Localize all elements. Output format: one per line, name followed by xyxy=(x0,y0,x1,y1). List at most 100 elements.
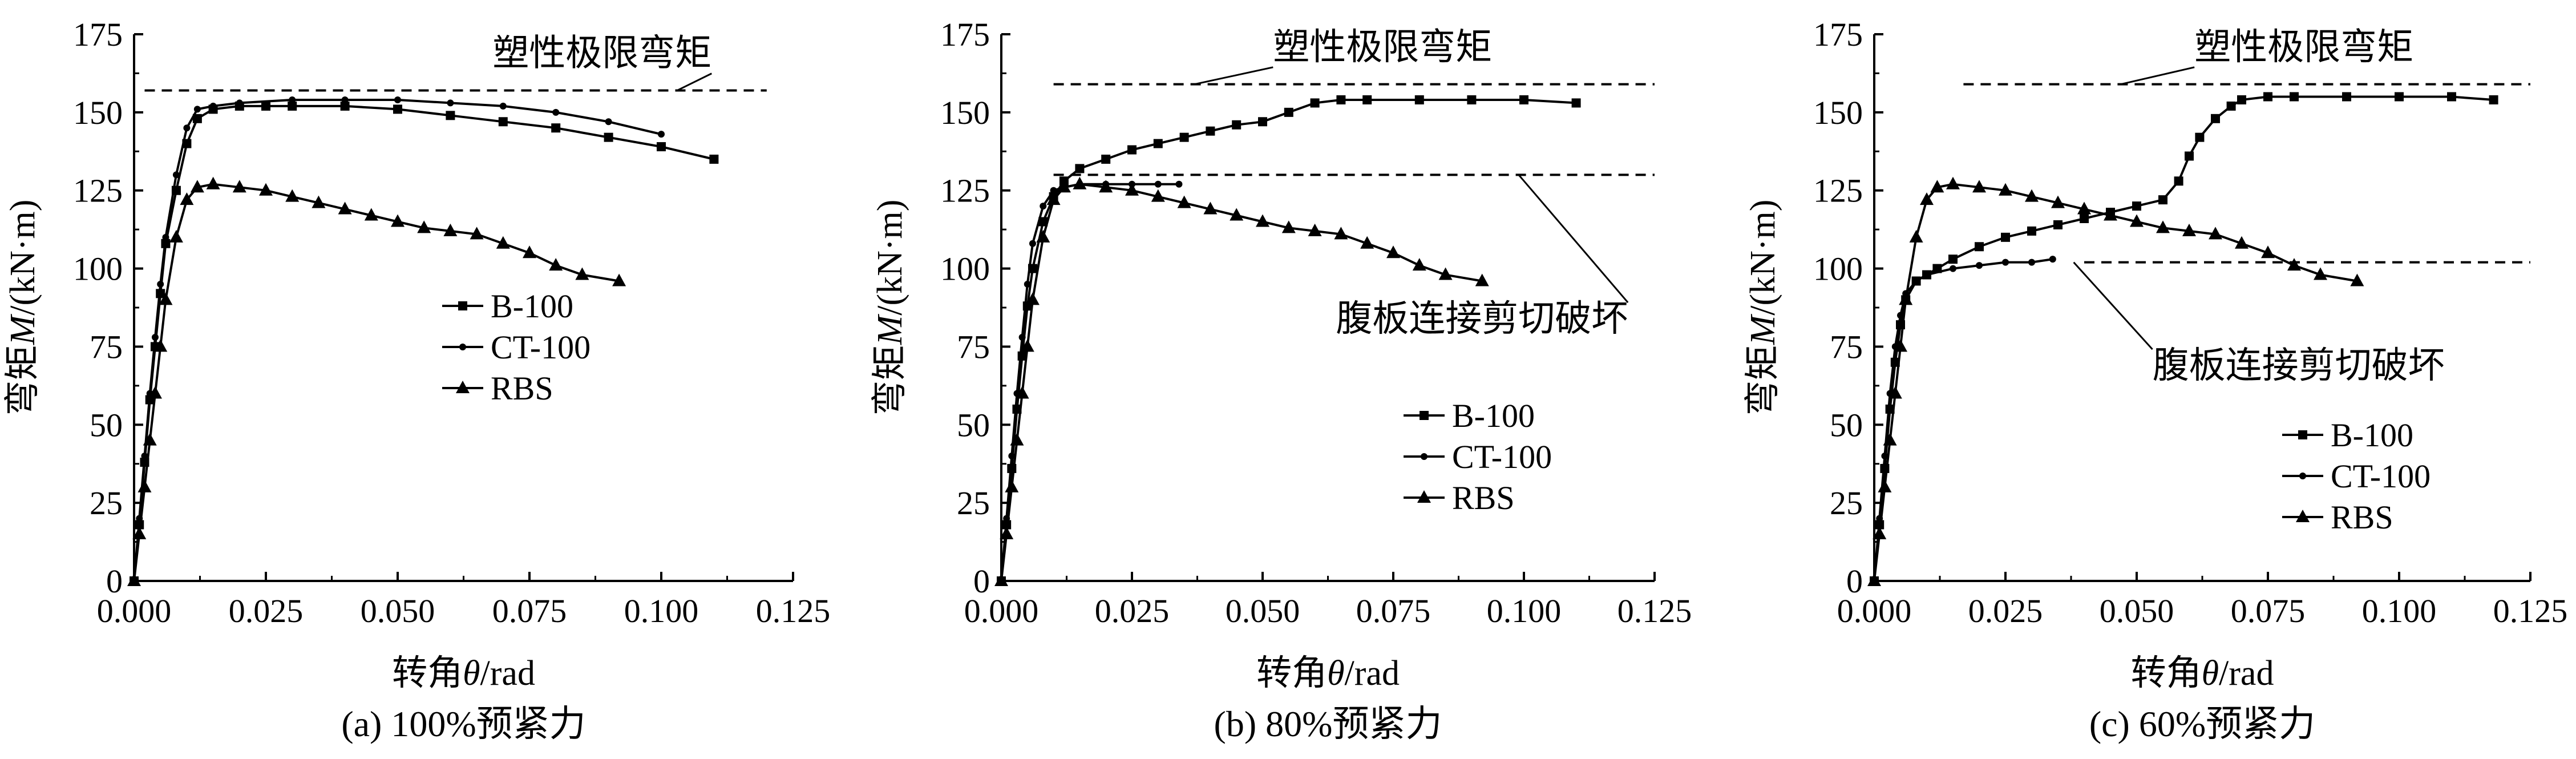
triangle-marker xyxy=(1899,292,1913,305)
dot-marker xyxy=(1175,180,1183,188)
square-marker xyxy=(2298,430,2307,439)
dot-marker xyxy=(1950,265,1956,272)
series-RBS xyxy=(1867,176,2364,586)
dot-marker xyxy=(183,124,191,132)
triangle-marker xyxy=(1417,490,1431,503)
square-marker xyxy=(1075,164,1085,173)
y-tick-label: 50 xyxy=(957,406,990,443)
reference-line-label: 腹板连接剪切破坏 xyxy=(1336,298,1628,340)
y-tick-label: 50 xyxy=(1830,406,1863,443)
y-axis-label-prefix: 弯矩 xyxy=(3,345,42,415)
series-CT-100 xyxy=(998,180,1183,584)
triangle-marker xyxy=(1438,267,1453,280)
triangle-marker xyxy=(312,195,326,208)
y-tick-label: 150 xyxy=(940,94,990,131)
square-marker xyxy=(709,154,719,164)
dot-marker xyxy=(1050,187,1057,194)
triangle-marker xyxy=(2350,273,2364,286)
square-marker xyxy=(1153,139,1163,148)
y-tick-label: 75 xyxy=(957,328,990,365)
legend-entry: RBS xyxy=(491,370,553,407)
triangle-marker xyxy=(456,381,470,393)
square-marker xyxy=(1232,120,1242,130)
panel-c: 0 25 50 75 100 125 150 175 0.000 0.025 0.050 0.075 0… xyxy=(1744,16,2567,744)
dot-marker xyxy=(499,102,507,110)
square-marker xyxy=(1258,117,1267,127)
triangle-marker xyxy=(2156,220,2170,233)
y-tick-label: 150 xyxy=(73,94,123,131)
square-marker xyxy=(261,101,270,111)
y-axis-label-unit: /(kN·m) xyxy=(871,200,909,316)
legend-entry: RBS xyxy=(2331,499,2393,536)
legend-entry: CT-100 xyxy=(2331,458,2431,495)
panel-caption: (c) 60%预紧力 xyxy=(2089,704,2315,744)
dot-marker xyxy=(658,131,665,138)
triangle-marker xyxy=(994,574,1008,586)
triangle-marker xyxy=(1475,273,1489,286)
square-marker xyxy=(1420,411,1429,420)
square-marker xyxy=(498,117,508,127)
square-marker xyxy=(1284,107,1293,117)
triangle-marker xyxy=(2261,245,2275,259)
legend-entry: B-100 xyxy=(2331,417,2413,454)
dot-marker xyxy=(1008,453,1016,460)
triangle-marker xyxy=(1046,192,1061,205)
square-marker xyxy=(2185,151,2194,161)
legend: B-100 CT-100 RBS xyxy=(442,288,591,407)
dot-marker xyxy=(172,171,180,179)
y-tick-label: 0 xyxy=(1846,563,1863,600)
triangle-marker xyxy=(127,574,141,586)
series-line xyxy=(1873,183,2357,582)
triangle-marker xyxy=(1099,180,1113,193)
triangle-marker xyxy=(2314,267,2327,280)
square-marker xyxy=(1310,98,1320,108)
x-tick-label: 0.050 xyxy=(2100,592,2174,629)
triangle-marker xyxy=(1230,208,1244,221)
y-tick-label: 50 xyxy=(90,406,123,443)
y-tick-label: 175 xyxy=(1813,16,1863,53)
dot-marker xyxy=(1421,453,1427,460)
square-marker xyxy=(192,114,202,123)
triangle-marker xyxy=(1203,201,1218,215)
dot-marker xyxy=(141,453,148,460)
dot-marker xyxy=(1040,203,1047,210)
triangle-marker xyxy=(232,180,246,193)
triangle-marker xyxy=(1883,433,1897,446)
x-tick-label: 0.000 xyxy=(1837,592,1912,629)
x-axis-label-prefix: 转角 xyxy=(1256,654,1327,693)
triangle-marker xyxy=(132,526,147,539)
dot-marker xyxy=(289,96,296,103)
square-marker xyxy=(2447,92,2456,102)
triangle-marker xyxy=(612,273,626,286)
y-tick-label: 75 xyxy=(1830,328,1863,365)
x-axis-label-symbol: θ xyxy=(463,654,480,693)
square-marker xyxy=(1948,255,1958,264)
triangle-marker xyxy=(190,180,204,193)
dot-marker xyxy=(459,344,466,350)
square-marker xyxy=(2080,213,2089,223)
legend: B-100 CT-100 RBS xyxy=(2282,417,2431,536)
triangle-marker xyxy=(2209,227,2222,240)
dot-marker xyxy=(157,280,164,288)
x-tick-label: 0.100 xyxy=(1487,592,1562,629)
y-axis-label-unit: /(kN·m) xyxy=(3,200,42,316)
x-axis-label-symbol: θ xyxy=(1327,654,1344,693)
triangle-marker xyxy=(364,208,378,221)
x-axis-label-unit: /rad xyxy=(480,654,535,693)
square-marker xyxy=(393,104,402,114)
y-tick-label: 175 xyxy=(940,16,990,53)
legend-entry: B-100 xyxy=(1452,397,1535,434)
x-tick-label: 0.000 xyxy=(964,592,1039,629)
square-marker xyxy=(2211,114,2220,123)
dot-marker xyxy=(1912,277,1920,285)
series-B-100 xyxy=(130,101,719,586)
square-marker xyxy=(2489,95,2498,104)
reference-line-label: 腹板连接剪切破坏 xyxy=(2153,345,2445,387)
square-marker xyxy=(1038,217,1048,227)
x-axis-label-unit: /rad xyxy=(2219,654,2274,693)
y-tick-label: 100 xyxy=(1813,251,1863,288)
series-line xyxy=(1873,95,2494,582)
square-marker xyxy=(1467,95,1477,104)
dot-marker xyxy=(193,106,201,113)
y-tick-label: 25 xyxy=(1830,485,1863,522)
